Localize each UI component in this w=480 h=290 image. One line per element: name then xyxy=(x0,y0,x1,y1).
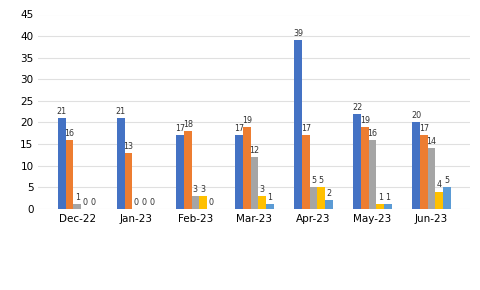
Text: 21: 21 xyxy=(116,107,126,116)
Bar xyxy=(266,204,274,209)
Text: 17: 17 xyxy=(419,124,429,133)
Bar xyxy=(369,140,376,209)
Bar xyxy=(117,118,125,209)
Text: 18: 18 xyxy=(183,120,192,129)
Bar xyxy=(317,187,325,209)
Text: 22: 22 xyxy=(352,103,362,112)
Bar xyxy=(353,114,361,209)
Bar xyxy=(412,122,420,209)
Bar xyxy=(192,196,199,209)
Text: 1: 1 xyxy=(378,193,383,202)
Text: 5: 5 xyxy=(311,176,316,185)
Bar xyxy=(361,127,369,209)
Text: 4: 4 xyxy=(437,180,442,189)
Bar xyxy=(125,153,132,209)
Text: 1: 1 xyxy=(267,193,272,202)
Bar xyxy=(294,40,302,209)
Text: 16: 16 xyxy=(368,128,377,137)
Text: 5: 5 xyxy=(444,176,449,185)
Text: 0: 0 xyxy=(208,198,213,207)
Bar xyxy=(420,135,428,209)
Bar xyxy=(384,204,392,209)
Bar xyxy=(176,135,184,209)
Text: 21: 21 xyxy=(57,107,67,116)
Text: 19: 19 xyxy=(360,116,370,125)
Text: 0: 0 xyxy=(149,198,154,207)
Text: 3: 3 xyxy=(260,185,264,194)
Bar xyxy=(184,131,192,209)
Bar xyxy=(443,187,451,209)
Text: 0: 0 xyxy=(142,198,146,207)
Text: 0: 0 xyxy=(134,198,139,207)
Bar xyxy=(243,127,251,209)
Text: 17: 17 xyxy=(175,124,185,133)
Bar xyxy=(302,135,310,209)
Bar xyxy=(310,187,317,209)
Text: 20: 20 xyxy=(411,111,421,120)
Text: 1: 1 xyxy=(385,193,390,202)
Text: 3: 3 xyxy=(201,185,205,194)
Text: 14: 14 xyxy=(427,137,437,146)
Bar xyxy=(199,196,207,209)
Bar xyxy=(251,157,258,209)
Text: 16: 16 xyxy=(64,128,74,137)
Bar xyxy=(376,204,384,209)
Text: 17: 17 xyxy=(300,124,311,133)
Bar xyxy=(73,204,81,209)
Bar xyxy=(235,135,243,209)
Bar xyxy=(325,200,333,209)
Text: 0: 0 xyxy=(90,198,95,207)
Bar xyxy=(428,148,435,209)
Text: 2: 2 xyxy=(326,189,331,198)
Text: 39: 39 xyxy=(293,29,303,38)
Legend: Nigeria, Mali, Burkina Faso, Niger, Cameroon: Nigeria, Mali, Burkina Faso, Niger, Came… xyxy=(106,287,403,290)
Bar xyxy=(258,196,266,209)
Text: 17: 17 xyxy=(234,124,244,133)
Text: 1: 1 xyxy=(75,193,80,202)
Text: 3: 3 xyxy=(193,185,198,194)
Text: 0: 0 xyxy=(83,198,87,207)
Text: 5: 5 xyxy=(319,176,324,185)
Text: 12: 12 xyxy=(249,146,260,155)
Bar xyxy=(435,191,443,209)
Text: 19: 19 xyxy=(241,116,252,125)
Text: 13: 13 xyxy=(124,142,133,151)
Bar xyxy=(58,118,66,209)
Bar xyxy=(66,140,73,209)
